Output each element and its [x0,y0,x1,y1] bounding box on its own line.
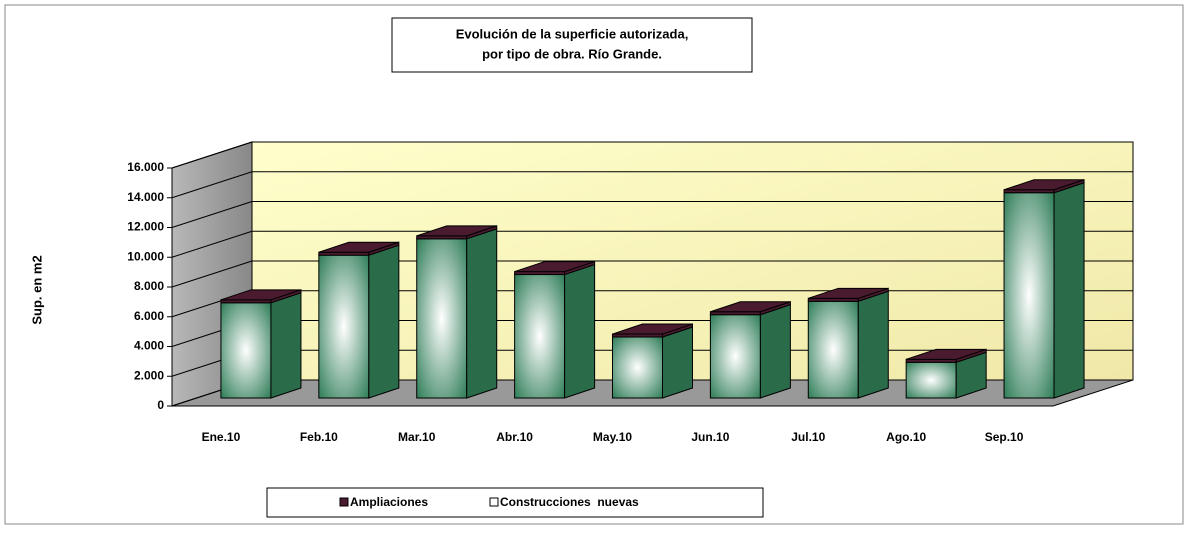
x-tick-label: Jun.10 [691,430,729,444]
bar-top [710,301,791,313]
bar-front [514,274,566,399]
bar-top [808,287,889,299]
bar-front [220,302,272,399]
y-tick-label: 16.000 [127,160,164,174]
bar-front [709,314,761,399]
x-tick-label: Mar.10 [398,430,436,444]
y-tick-label: 10.000 [127,249,164,263]
x-tick-label: Ago.10 [886,430,926,444]
bar-side [1053,182,1085,399]
y-tick-label: 4.000 [134,339,164,353]
bar-side [564,263,596,399]
bar-side [270,292,302,399]
bar-side [857,290,889,399]
y-tick-label: 12.000 [127,220,164,234]
bar-front [1003,192,1055,399]
y-tick-label: 8.000 [134,279,164,293]
bar-top [416,225,497,237]
legend-label: Construcciones nuevas [500,495,639,509]
bar-front [318,254,370,399]
bar-front [807,300,859,399]
grid-line [171,201,253,228]
y-tick-label: 6.000 [134,309,164,323]
y-tick-label: 0 [157,398,164,412]
legend [266,487,764,518]
grid-line [171,171,253,199]
legend-label: Ampliaciones [350,495,428,509]
y-axis-label: Sup. en m2 [29,255,44,324]
legend-swatch [339,497,349,507]
bar-front [416,238,468,399]
x-tick-label: May.10 [593,430,632,444]
bar-top [514,261,595,273]
x-tick-label: Sep.10 [985,430,1024,444]
bar-front [612,336,663,399]
grid-line [171,230,253,258]
x-tick-label: Jul.10 [791,430,825,444]
grid-line [171,141,253,169]
bar-side [368,244,400,399]
bar-top [906,348,987,360]
bar-front [905,361,957,399]
bar-top [1003,179,1085,191]
bar-top [612,323,693,335]
bar-side [466,228,498,399]
y-tick-label: 2.000 [134,368,164,382]
chart-title: por tipo de obra. Río Grande. [482,46,662,61]
bar-top [318,241,399,253]
grid-line [171,260,253,288]
y-tick-label: 14.000 [127,190,164,204]
title-box [391,17,753,73]
x-tick-label: Feb.10 [300,430,338,444]
bar-side [759,304,791,399]
x-tick-label: Abr.10 [496,430,533,444]
bar-side [662,326,693,399]
x-tick-label: Ene.10 [202,430,241,444]
legend-swatch [489,497,499,507]
bar-top [220,289,302,301]
chart-title: Evolución de la superficie autorizada, [456,26,689,41]
